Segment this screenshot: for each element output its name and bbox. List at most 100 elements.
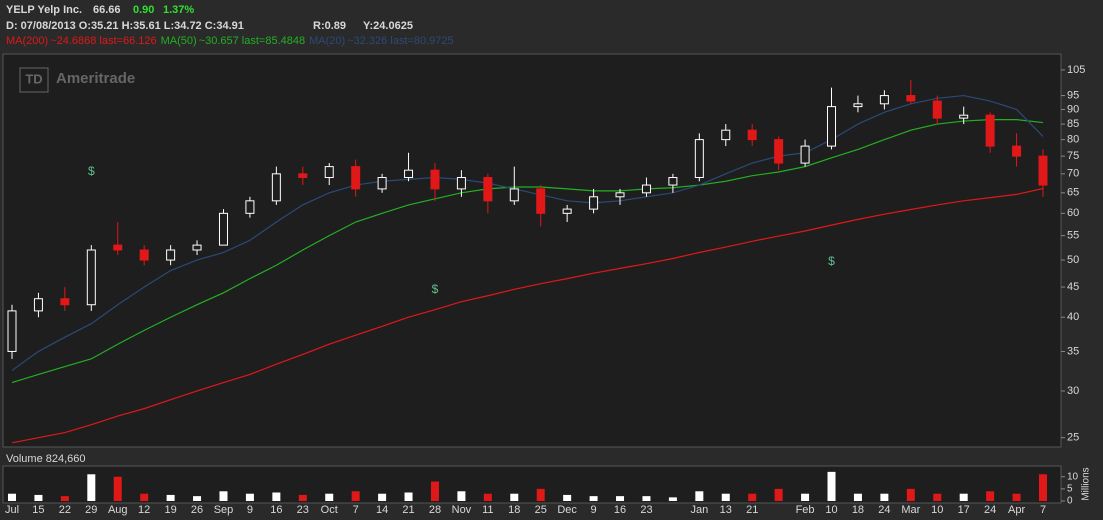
x-tick-label: 21 bbox=[402, 504, 414, 516]
y-tick-label: 85 bbox=[1067, 118, 1079, 130]
volume-bar bbox=[1012, 493, 1021, 501]
candle-body bbox=[404, 169, 414, 179]
y-tick-label: 65 bbox=[1067, 187, 1079, 199]
volume-bar bbox=[536, 488, 545, 501]
volume-bar bbox=[827, 471, 836, 501]
x-tick-label: Aug bbox=[108, 504, 128, 516]
candle-body bbox=[192, 244, 202, 251]
x-tick-label: Oct bbox=[321, 504, 338, 516]
last-price: 66.66 bbox=[93, 4, 121, 16]
volume-bar bbox=[272, 492, 281, 501]
x-tick-label: 14 bbox=[376, 504, 388, 516]
volume-bar bbox=[113, 476, 122, 501]
volume-bar bbox=[563, 494, 572, 501]
candle-body bbox=[694, 139, 704, 179]
candle-body bbox=[139, 249, 149, 261]
y-tick-label: 70 bbox=[1067, 168, 1079, 180]
volume-bar bbox=[378, 493, 387, 501]
x-tick-label: 18 bbox=[508, 504, 520, 516]
candle-body bbox=[985, 114, 995, 147]
volume-bar bbox=[589, 496, 598, 501]
y-tick-label: 55 bbox=[1067, 230, 1079, 242]
candle-body bbox=[456, 177, 466, 190]
candle-body bbox=[615, 192, 625, 198]
volume-bar bbox=[60, 496, 69, 501]
x-tick-label: 9 bbox=[247, 504, 253, 516]
candle-body bbox=[668, 177, 678, 186]
candle-body bbox=[562, 208, 572, 214]
candle-body bbox=[86, 249, 96, 306]
x-tick-label: 16 bbox=[614, 504, 626, 516]
volume-bar bbox=[87, 474, 96, 501]
x-tick-label: Jan bbox=[690, 504, 708, 516]
candle-body bbox=[853, 103, 863, 108]
candle-body bbox=[827, 106, 837, 147]
y-tick-label: 50 bbox=[1067, 254, 1079, 266]
volume-bar bbox=[325, 493, 334, 501]
x-tick-label: 15 bbox=[32, 504, 44, 516]
volume-bar bbox=[430, 481, 439, 501]
x-tick-label: 25 bbox=[535, 504, 547, 516]
x-tick-label: Mar bbox=[901, 504, 920, 516]
moving-average bbox=[11, 118, 1044, 384]
volume-tick-label: 5 bbox=[1067, 483, 1073, 494]
x-tick-label: 19 bbox=[164, 504, 176, 516]
candle-body bbox=[245, 200, 255, 214]
ma-label: ~32.326 last=80.9725 bbox=[347, 35, 453, 47]
event-marker: $ bbox=[828, 254, 835, 268]
volume-bar bbox=[616, 496, 625, 501]
y-tick-label: 35 bbox=[1067, 345, 1079, 357]
volume-bar bbox=[34, 494, 43, 501]
y-tick-label: 95 bbox=[1067, 89, 1079, 101]
volume-bar bbox=[483, 493, 492, 501]
x-tick-label: 26 bbox=[191, 504, 203, 516]
x-tick-label: 16 bbox=[270, 504, 282, 516]
x-tick-label: 13 bbox=[720, 504, 732, 516]
y-tick-label: 90 bbox=[1067, 103, 1079, 115]
y-tick-label: 25 bbox=[1067, 432, 1079, 444]
candle-body bbox=[747, 129, 757, 141]
candle-body bbox=[774, 139, 784, 164]
symbol: YELP Yelp Inc. bbox=[6, 4, 82, 16]
volume-tick-label: 0 bbox=[1067, 496, 1073, 507]
volume-title: Volume 824,660 bbox=[6, 453, 86, 465]
candle-body bbox=[33, 298, 43, 312]
moving-average bbox=[11, 187, 1044, 444]
x-tick-label: 10 bbox=[825, 504, 837, 516]
y-tick-label: 45 bbox=[1067, 281, 1079, 293]
x-tick-label: Jul bbox=[5, 504, 19, 516]
volume-bar bbox=[801, 493, 810, 501]
x-tick-label: 23 bbox=[297, 504, 309, 516]
x-tick-label: 9 bbox=[591, 504, 597, 516]
candle-body bbox=[589, 196, 599, 210]
volume-bar bbox=[1039, 474, 1047, 501]
candle-body bbox=[1012, 145, 1022, 157]
logo: TD bbox=[25, 71, 42, 86]
logo-box bbox=[19, 67, 49, 93]
range: R:0.89 bbox=[313, 20, 346, 32]
volume-bar bbox=[298, 494, 307, 501]
volume-bar bbox=[166, 494, 175, 501]
x-tick-label: Feb bbox=[796, 504, 815, 516]
candle-body bbox=[959, 114, 969, 119]
candle-body bbox=[1038, 155, 1048, 186]
y-tick-label: 80 bbox=[1067, 134, 1079, 146]
x-tick-label: 10 bbox=[931, 504, 943, 516]
volume-bar bbox=[986, 491, 995, 501]
change: 0.90 bbox=[133, 4, 154, 16]
moving-average bbox=[11, 94, 1044, 371]
candle-body bbox=[7, 310, 17, 352]
x-tick-label: 7 bbox=[1040, 504, 1046, 516]
x-tick-label: 23 bbox=[640, 504, 652, 516]
candle-body bbox=[324, 166, 334, 179]
volume-bar bbox=[853, 493, 862, 501]
ma-label: ~24.6868 last=66.126 bbox=[50, 35, 156, 47]
candle-body bbox=[641, 184, 651, 194]
x-tick-label: Nov bbox=[452, 504, 472, 516]
candle-body bbox=[536, 188, 546, 214]
y-tick-label: 30 bbox=[1067, 385, 1079, 397]
candle-body bbox=[351, 166, 361, 190]
x-tick-label: Apr bbox=[1008, 504, 1025, 516]
candle-body bbox=[166, 249, 176, 261]
